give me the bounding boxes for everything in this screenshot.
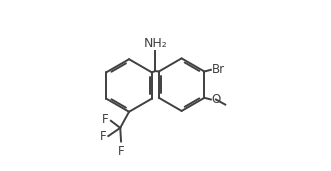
Text: Br: Br: [212, 63, 225, 76]
Text: F: F: [100, 130, 106, 143]
Text: O: O: [212, 93, 221, 106]
Text: F: F: [118, 144, 124, 157]
Text: NH₂: NH₂: [143, 37, 167, 50]
Text: F: F: [102, 113, 109, 126]
